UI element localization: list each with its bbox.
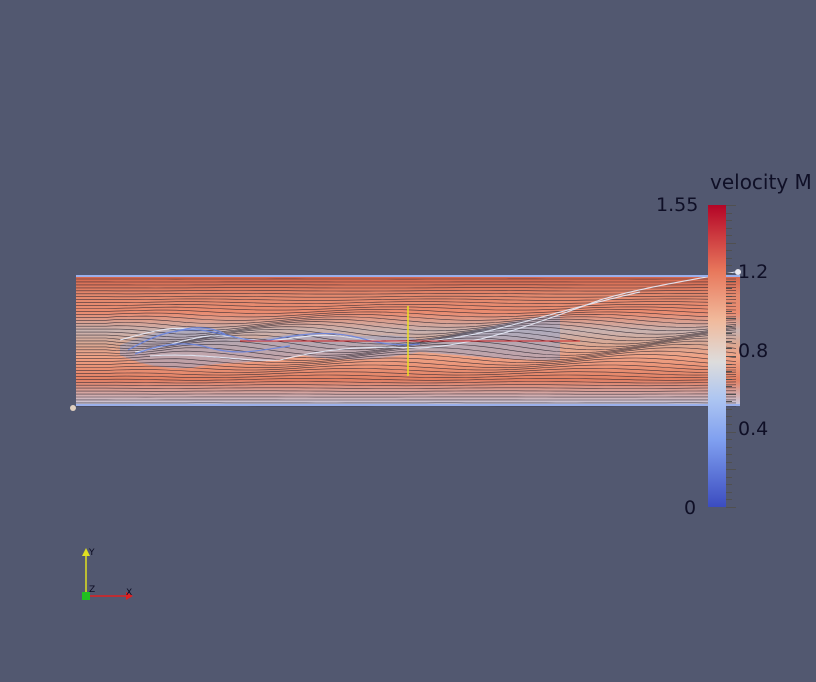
colorbar-tick: [726, 318, 736, 319]
colorbar-tick: [726, 265, 732, 266]
streamline: [76, 350, 737, 361]
streamline: [76, 298, 737, 301]
streamline: [76, 323, 737, 335]
streamline: [76, 357, 737, 366]
colorbar-tick: [726, 258, 732, 259]
streamline: [76, 364, 736, 371]
z-axis-label: Z: [89, 585, 95, 595]
streamline: [76, 371, 737, 376]
x-axis-label: X: [126, 588, 132, 598]
corner-point: [735, 269, 741, 275]
colorbar-tick: [726, 273, 732, 274]
colorbar-tick: [726, 499, 732, 500]
colorbar-tick: [726, 432, 736, 433]
streamline: [76, 347, 737, 359]
low-velocity-streak: [119, 327, 201, 341]
colorbar-tick: [726, 364, 732, 365]
colorbar-tick: [726, 341, 732, 342]
colorbar-max-label: 1.55: [656, 194, 699, 216]
streamline: [76, 374, 737, 379]
streamline: [76, 293, 737, 295]
colorbar-tick: [726, 394, 736, 395]
colorbar-title: velocity M: [710, 170, 812, 194]
colorbar-tick: [726, 235, 732, 236]
colorbar-tick: [726, 243, 736, 244]
streamline: [76, 306, 737, 311]
streamline: [76, 303, 737, 308]
colorbar-tick: [726, 348, 732, 349]
streamline: [76, 378, 737, 381]
colorbar-min-label: 0: [684, 497, 697, 519]
colorbar-tick: [726, 205, 736, 206]
streamline: [76, 321, 737, 332]
colorbar-tick: [726, 507, 736, 508]
colorbar-tick: [726, 439, 732, 440]
colorbar-label-0-8: 0.8: [738, 340, 769, 362]
streamline: [76, 316, 737, 325]
low-velocity-streak: [134, 291, 641, 353]
colorbar-label-0-4: 0.4: [738, 418, 769, 440]
colorbar-tick: [726, 469, 736, 470]
low-velocity-lines: [119, 271, 736, 361]
colorbar-tick: [726, 213, 732, 214]
vortex-streak: [134, 343, 291, 355]
colorbar-tick: [726, 228, 732, 229]
streamline: [76, 326, 737, 338]
colorbar-tick: [726, 462, 732, 463]
colorbar-tick: [726, 477, 732, 478]
colorbar-tick: [726, 326, 732, 327]
origin-point: [70, 405, 76, 411]
colorbar-tick: [726, 401, 732, 402]
colorbar-tick: [726, 484, 732, 485]
colorbar-tick: [726, 333, 732, 334]
orientation-axes[interactable]: Y Z X: [82, 548, 133, 600]
colorbar-tick: [726, 288, 732, 289]
colorbar-tick: [726, 379, 732, 380]
colorbar-tick: [726, 296, 732, 297]
colorbar-tick: [726, 447, 732, 448]
colorbar-tick: [726, 311, 732, 312]
colorbar-tick: [726, 416, 732, 417]
streamline: [76, 295, 737, 298]
colorbar-tick: [726, 454, 732, 455]
streamline: [76, 309, 737, 314]
streamline: [76, 368, 737, 373]
colorbar-tick: [726, 250, 732, 251]
streamline: [76, 361, 737, 368]
streamline: [76, 313, 737, 321]
colorbar-tick: [726, 371, 732, 372]
streamline: [76, 387, 736, 389]
colorbar-gradient[interactable]: [708, 205, 726, 507]
colorbar-tick: [726, 409, 732, 410]
z-axis-marker: [82, 592, 90, 600]
streamline: [76, 390, 736, 392]
streamline: [76, 384, 737, 387]
streamline: [76, 290, 737, 292]
x-axis-arrow: [126, 592, 133, 600]
colorbar-tick: [726, 220, 732, 221]
vortex-region: [120, 315, 560, 369]
low-velocity-streak: [149, 271, 736, 361]
y-axis-label: Y: [88, 548, 95, 558]
y-axis-arrow: [82, 548, 90, 556]
streamline: [76, 311, 737, 318]
streamline: [76, 381, 737, 384]
colorbar-tick: [726, 281, 736, 282]
colorbar-tick: [726, 424, 732, 425]
colorbar-tick: [726, 303, 732, 304]
colorbar-tick: [726, 386, 732, 387]
vortex-streak: [174, 327, 226, 335]
colorbar-tick: [726, 356, 736, 357]
streamline: [76, 301, 737, 304]
colorbar-label-1-2: 1.2: [738, 261, 769, 283]
colorbar-tick: [726, 492, 732, 493]
streamline: [76, 318, 737, 328]
